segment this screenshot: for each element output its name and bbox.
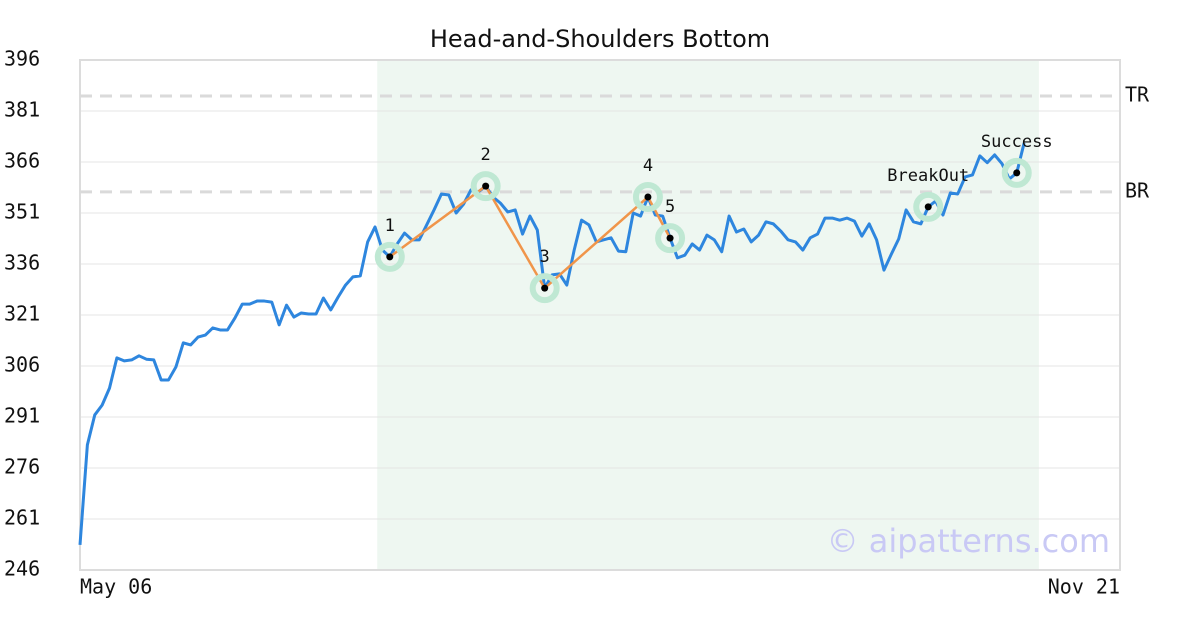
price-line: [78, 142, 1026, 545]
point-dot: [1013, 169, 1021, 177]
y-tick-label: 321: [4, 302, 40, 326]
y-tick-label: 366: [4, 149, 40, 173]
x-tick-label: May 06: [80, 575, 152, 599]
x-tick-label: Nov 21: [1048, 575, 1120, 599]
point-label: 1: [385, 216, 395, 236]
y-tick-label: 246: [4, 557, 40, 581]
point-label: Success: [981, 132, 1053, 152]
point-dot: [541, 284, 549, 292]
point-halo: [529, 273, 560, 304]
reference-label: TR: [1125, 83, 1150, 107]
point-dot: [482, 182, 490, 190]
point-halo: [1001, 157, 1032, 188]
point-label: 5: [665, 197, 675, 217]
point-halo: [374, 241, 405, 272]
point-halo: [655, 223, 686, 254]
y-tick-label: 306: [4, 353, 40, 377]
reference-label: BR: [1125, 178, 1150, 202]
watermark: © aipatterns.com: [827, 522, 1110, 560]
y-tick-label: 336: [4, 251, 40, 275]
point-label: 2: [481, 145, 491, 165]
y-tick-label: 291: [4, 404, 40, 428]
y-tick-label: 396: [4, 47, 40, 71]
point-dot: [644, 193, 652, 201]
y-tick-label: 261: [4, 506, 40, 530]
point-label: 4: [643, 156, 653, 176]
plot-frame: [79, 59, 1121, 571]
point-halo: [913, 191, 944, 222]
point-dot: [386, 253, 394, 261]
point-dot: [924, 203, 932, 211]
point-label: 3: [540, 247, 550, 267]
point-halo: [632, 182, 663, 213]
point-dot: [666, 234, 674, 242]
y-tick-label: 381: [4, 98, 40, 122]
y-tick-label: 276: [4, 455, 40, 479]
point-halo: [470, 171, 501, 202]
point-label: BreakOut: [887, 166, 969, 186]
y-tick-label: 351: [4, 200, 40, 224]
chart-title: Head-and-Shoulders Bottom: [430, 25, 770, 53]
